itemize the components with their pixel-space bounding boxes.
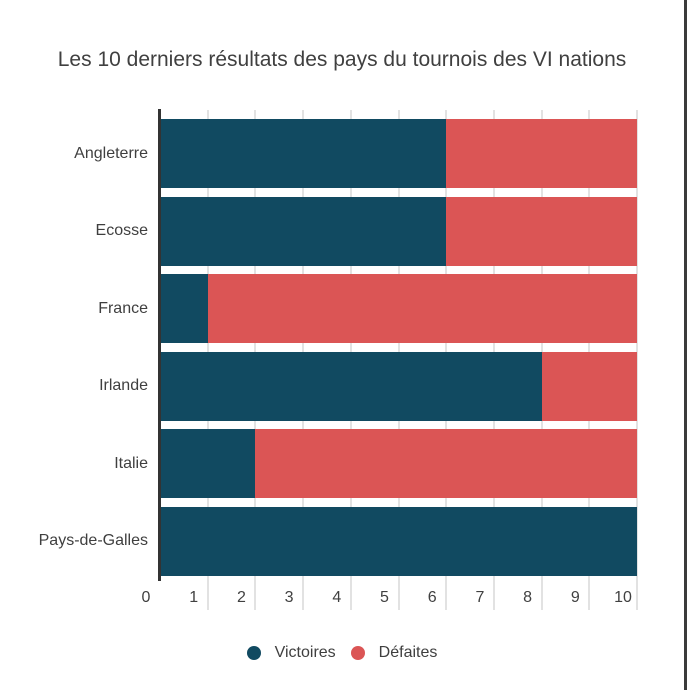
legend-item-victoires: Victoires	[246, 644, 336, 662]
bar-segment-victoires-italie	[160, 429, 256, 498]
x-tick-label: 7	[475, 589, 485, 606]
legend-label: Défaites	[378, 644, 438, 661]
bar-segment-victoires-irlande	[160, 351, 542, 421]
bar-segment-victoires-pays-de-galles	[160, 506, 637, 576]
window-edge-line	[684, 0, 687, 690]
bar-segment-défaites-angleterre	[446, 119, 637, 188]
x-tick-label: 10	[614, 589, 632, 606]
bar-segment-victoires-angleterre	[160, 119, 447, 188]
category-label: Irlande	[99, 377, 148, 394]
x-tick-label: 4	[332, 589, 342, 606]
bar-segment-défaites-italie	[255, 429, 637, 498]
bar-segment-défaites-irlande	[541, 351, 637, 421]
x-tick-label: 5	[380, 589, 389, 606]
x-tick-label: 9	[570, 589, 580, 606]
category-label: Angleterre	[74, 144, 148, 162]
bar-segment-défaites-france	[207, 274, 637, 343]
category-label: Pays-de-Galles	[38, 532, 148, 549]
bar-segment-victoires-ecosse	[160, 196, 447, 266]
category-label: France	[98, 299, 148, 317]
x-tick-label: 1	[189, 589, 199, 606]
chart-title: Les 10 derniers résultats des pays du to…	[57, 48, 627, 71]
bar-segment-défaites-ecosse	[446, 196, 637, 266]
x-tick-label: 8	[523, 589, 533, 606]
bar-segment-victoires-france	[160, 274, 208, 343]
legend-item-défaites: Défaites	[350, 644, 438, 662]
legend-label: Victoires	[274, 644, 336, 661]
category-label: Ecosse	[95, 222, 148, 239]
x-tick-label: 3	[284, 589, 294, 606]
chart-legend: Victoires Défaites	[0, 644, 684, 662]
y-axis-line	[158, 109, 161, 581]
x-tick-label: 0	[141, 589, 151, 606]
x-tick-label: 2	[236, 589, 246, 606]
category-label: Italie	[114, 454, 148, 472]
legend-swatch-icon	[246, 646, 261, 660]
gridline	[636, 110, 638, 610]
x-tick-label: 6	[427, 589, 437, 606]
legend-swatch-icon	[350, 646, 365, 660]
